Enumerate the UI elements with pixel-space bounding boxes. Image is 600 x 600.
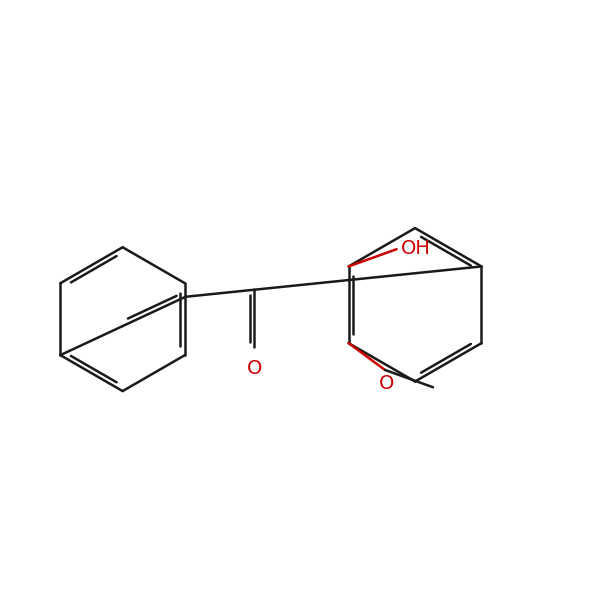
- Text: O: O: [379, 374, 395, 393]
- Text: O: O: [247, 359, 262, 378]
- Text: OH: OH: [400, 239, 430, 258]
